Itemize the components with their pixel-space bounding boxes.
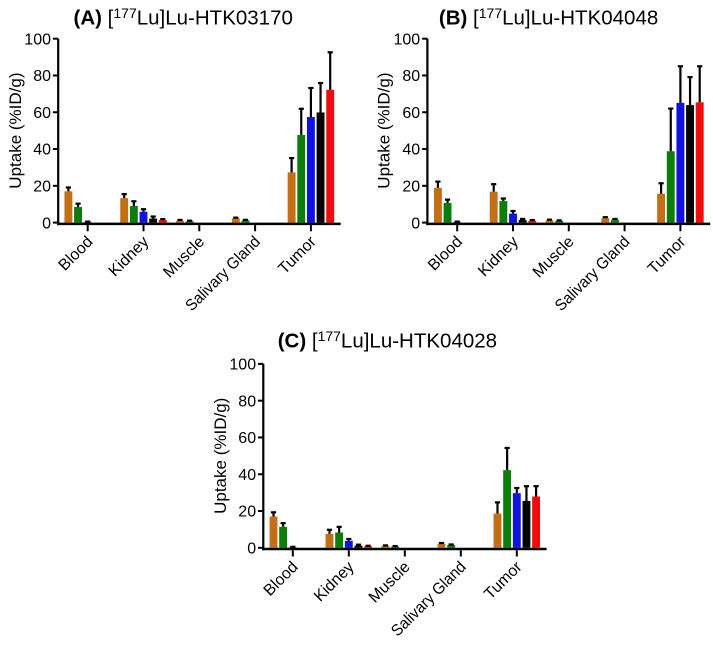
svg-text:100: 100 [229,357,256,374]
svg-text:80: 80 [238,393,256,410]
svg-text:0: 0 [411,215,420,232]
svg-text:0: 0 [247,541,256,558]
svg-text:Uptake (%ID/g): Uptake (%ID/g) [211,398,230,514]
svg-text:40: 40 [402,142,420,159]
svg-text:60: 60 [238,430,256,447]
svg-text:20: 20 [33,179,51,196]
svg-text:(A) [177Lu]Lu-HTK03170: (A) [177Lu]Lu-HTK03170 [74,5,293,30]
svg-text:80: 80 [33,68,51,85]
svg-text:20: 20 [238,504,256,521]
svg-text:100: 100 [393,31,420,48]
svg-text:0: 0 [42,215,51,232]
svg-text:Uptake (%ID/g): Uptake (%ID/g) [374,72,393,188]
svg-text:60: 60 [402,105,420,122]
svg-text:20: 20 [402,179,420,196]
svg-text:80: 80 [402,68,420,85]
svg-text:Uptake (%ID/g): Uptake (%ID/g) [6,72,25,188]
svg-text:(B) [177Lu]Lu-HTK04048: (B) [177Lu]Lu-HTK04048 [439,5,658,30]
svg-text:(C) [177Lu]Lu-HTK04028: (C) [177Lu]Lu-HTK04028 [278,328,497,353]
svg-text:40: 40 [33,142,51,159]
svg-text:60: 60 [33,105,51,122]
svg-text:40: 40 [238,467,256,484]
svg-text:100: 100 [24,31,51,48]
